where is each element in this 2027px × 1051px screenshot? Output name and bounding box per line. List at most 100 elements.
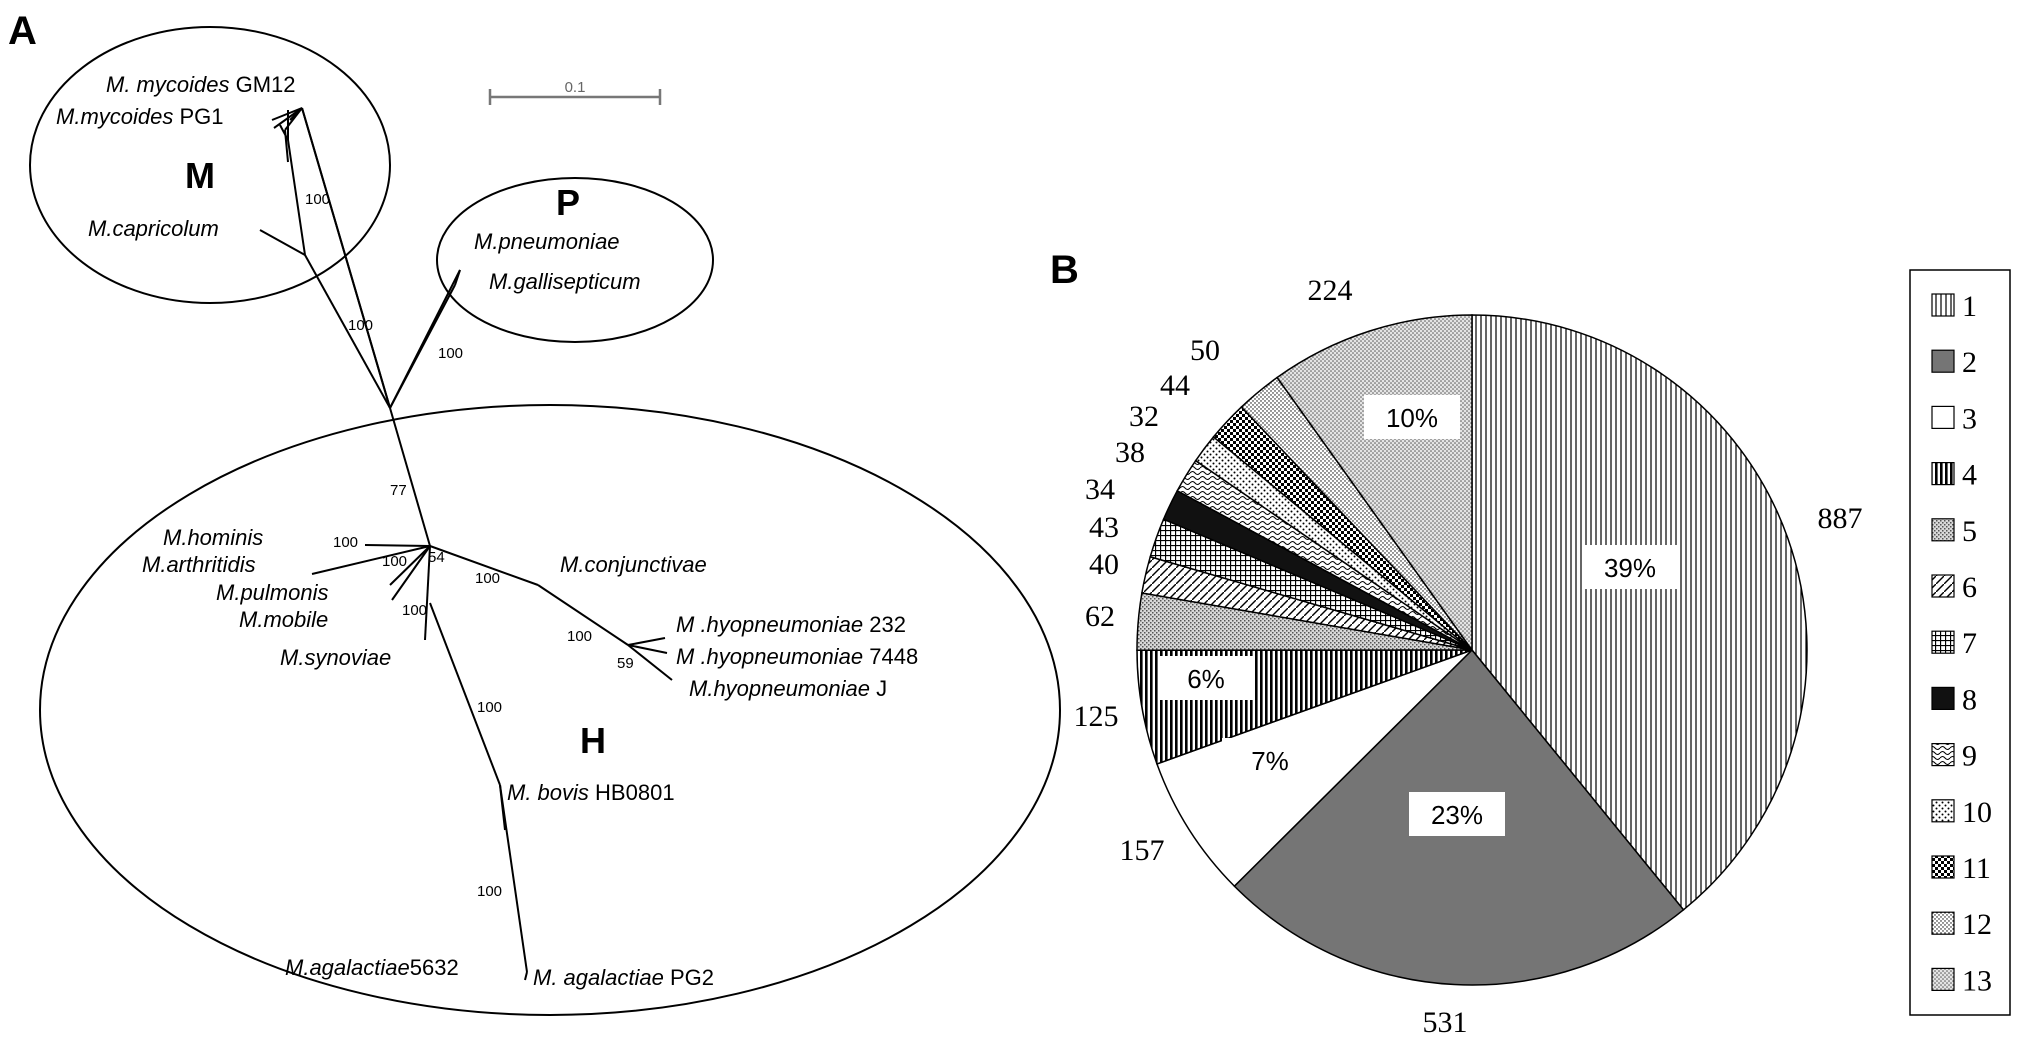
taxon-label: M.hyopneumoniae J: [689, 676, 887, 701]
bootstrap-value: 100: [348, 317, 373, 334]
bootstrap-value: 77: [390, 482, 407, 499]
legend-label: 13: [1962, 964, 1992, 997]
value-label: 43: [1089, 511, 1119, 544]
value-label: 32: [1129, 400, 1159, 433]
legend-swatch: [1931, 686, 1955, 711]
legend-label: 7: [1962, 627, 1977, 660]
taxon-label: M.hominis: [163, 525, 263, 550]
percent-label-box: [1582, 545, 1678, 589]
bootstrap-value: 100: [475, 570, 500, 587]
taxon-label: M.conjunctivae: [560, 552, 707, 577]
percent-label: 23%: [1431, 800, 1483, 830]
group-p-ellipse: [436, 177, 714, 343]
percent-label-box: [1409, 792, 1505, 836]
taxon-label: M.pulmonis: [216, 580, 328, 605]
taxon-label: M.pneumoniae: [474, 229, 620, 254]
bootstrap-value: 100: [305, 191, 330, 208]
bootstrap-value: 100: [402, 602, 427, 619]
tree-branches: [271, 107, 673, 981]
group-m-label: M: [185, 155, 215, 196]
legend-label: 5: [1962, 515, 1977, 548]
panel-a-label: A: [8, 9, 37, 53]
legend-swatch: [1931, 967, 1955, 992]
legend-swatch: [1931, 462, 1955, 486]
taxon-label: M .hyopneumoniae 7448: [676, 644, 918, 669]
percent-label-box: [1158, 656, 1254, 700]
bootstrap-values: 100 100 100 77 100 100 54 100 100 100 59…: [305, 191, 634, 900]
taxon-label: M. mycoides GM12: [106, 72, 296, 97]
group-h-label: H: [580, 720, 606, 761]
value-label: 125: [1074, 700, 1119, 733]
taxon-label: M. bovis HB0801: [507, 780, 675, 805]
legend-frame: [1909, 269, 2011, 1016]
taxon-label: M.capricolum: [88, 216, 219, 241]
value-label: 531: [1423, 1006, 1468, 1039]
value-label: 50: [1190, 334, 1220, 367]
taxon-label: M.gallisepticum: [489, 269, 641, 294]
legend-label: 1: [1962, 290, 1977, 323]
bootstrap-value: 100: [567, 628, 592, 645]
legend-label: 6: [1962, 571, 1977, 604]
value-label: 44: [1160, 369, 1190, 402]
value-label: 62: [1085, 600, 1115, 633]
legend-swatch: [1931, 518, 1955, 542]
legend-swatch: [1931, 630, 1955, 654]
legend-label: 9: [1962, 740, 1977, 773]
legend-swatch: [1931, 293, 1955, 317]
bootstrap-value: 100: [477, 883, 502, 900]
percent-label: 6%: [1187, 664, 1225, 694]
taxon-label: M.arthritidis: [142, 552, 256, 577]
value-label: 34: [1085, 473, 1115, 506]
legend-label: 3: [1962, 402, 1977, 435]
bootstrap-value: 100: [382, 553, 407, 570]
legend-swatch: [1931, 405, 1955, 429]
group-m-ellipse: [29, 26, 391, 304]
legend-label: 4: [1962, 459, 1977, 492]
scale-bar: 0.1: [488, 79, 662, 105]
value-label: 887: [1818, 502, 1863, 535]
legend-label: 12: [1962, 908, 1992, 941]
bootstrap-value: 100: [438, 345, 463, 362]
legend-swatch: [1931, 855, 1955, 879]
percent-label: 39%: [1604, 553, 1656, 583]
taxon-label: M .hyopneumoniae 232: [676, 612, 906, 637]
percent-label-box: [1364, 395, 1460, 439]
legend-swatch: [1931, 742, 1955, 767]
value-label: 224: [1308, 274, 1353, 307]
taxon-label: M.synoviae: [280, 645, 391, 670]
tree-branches-upper: [259, 110, 456, 409]
percent-label-box: [1222, 738, 1318, 782]
legend-swatch: [1931, 799, 1955, 823]
taxon-label: M. agalactiae PG2: [533, 965, 714, 990]
legend-label: 11: [1962, 852, 1991, 885]
legend-swatch: [1931, 349, 1955, 373]
value-label: 38: [1115, 436, 1145, 469]
panel-b-label: B: [1050, 248, 1079, 292]
value-label: 40: [1089, 548, 1119, 581]
panel-a: A 0.1 M P H: [8, 9, 1061, 1016]
scale-bar-label: 0.1: [565, 79, 586, 96]
legend-label: 2: [1962, 346, 1977, 379]
legend-label: 8: [1962, 683, 1977, 716]
bootstrap-value: 59: [617, 655, 634, 672]
bootstrap-value: 100: [333, 534, 358, 551]
legend-swatch: [1931, 574, 1955, 598]
taxa-labels: M. mycoides GM12 M.mycoides PG1 M.capric…: [56, 72, 918, 990]
bootstrap-value: 100: [477, 699, 502, 716]
taxon-label: M.mobile: [239, 607, 328, 632]
legend-label: 10: [1962, 796, 1992, 829]
legend-swatch: [1931, 911, 1955, 935]
percent-label: 7%: [1251, 746, 1289, 776]
pie-slice-1: [1471, 314, 1808, 911]
group-p-label: P: [556, 182, 580, 223]
panel-b: B 887531157125624043343832445022439%23%7…: [1050, 248, 2011, 1039]
group-h-ellipse: [39, 404, 1061, 1016]
bootstrap-value: 54: [428, 549, 445, 566]
value-label: 157: [1120, 834, 1165, 867]
taxon-label: M.mycoides PG1: [56, 104, 224, 129]
percent-label: 10%: [1386, 403, 1438, 433]
taxon-label: M.agalactiae5632: [285, 955, 459, 980]
